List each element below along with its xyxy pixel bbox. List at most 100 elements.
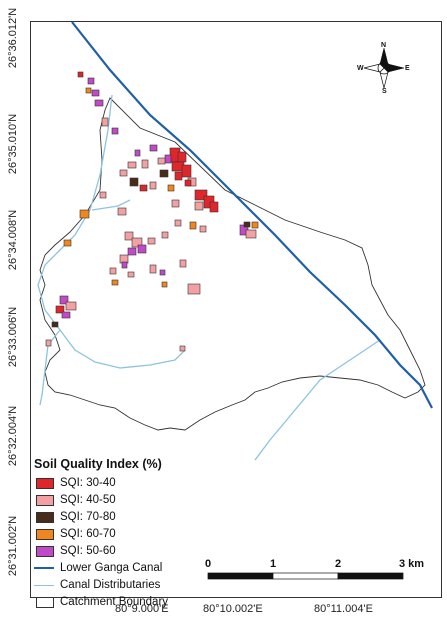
sqi-patch xyxy=(63,239,72,247)
sqi-patch xyxy=(111,279,119,286)
scale-label: 3 km xyxy=(399,558,425,570)
sqi-patch xyxy=(79,209,90,219)
sqi-patch xyxy=(124,231,134,241)
distributary-main xyxy=(37,94,186,369)
x-tick-label: 80°9.000'E xyxy=(115,603,169,615)
x-tick-label: 80°10.002'E xyxy=(203,603,263,615)
sqi-patch xyxy=(117,207,127,216)
y-tick-label: 26°36.012'N xyxy=(7,7,19,69)
legend-swatch xyxy=(36,596,54,608)
sqi-patch xyxy=(179,259,187,268)
scale-bar xyxy=(207,572,404,580)
y-tick-label: 26°32.004'N xyxy=(7,405,19,467)
sqi-patch xyxy=(51,321,59,328)
legend-item: Canal Distributaries xyxy=(34,579,160,591)
y-tick-label: 26°34.008'N xyxy=(7,209,19,271)
sqi-patch xyxy=(167,184,175,192)
sqi-patch xyxy=(181,164,192,178)
sqi-patch xyxy=(251,221,259,229)
lower-ganga-canal xyxy=(71,21,433,409)
sqi-patch xyxy=(184,179,192,187)
sqi-patch xyxy=(55,305,65,314)
x-tick-label: 80°11.004'E xyxy=(314,603,373,615)
y-tick-label: 26°31.002'N xyxy=(7,515,19,577)
sqi-patch xyxy=(245,229,257,239)
sqi-patch xyxy=(65,301,77,311)
sqi-patch xyxy=(174,171,183,181)
south-label: S xyxy=(382,88,387,95)
sqi-patch xyxy=(101,117,109,127)
sqi-patch xyxy=(243,221,251,228)
north-label: N xyxy=(381,42,387,49)
sqi-patch xyxy=(137,244,147,254)
sqi-patch xyxy=(134,149,141,157)
sqi-patch xyxy=(127,161,137,169)
canal-distributaries xyxy=(37,94,381,461)
sqi-patch xyxy=(111,127,119,135)
distributary-east xyxy=(254,339,381,461)
sqi-patch xyxy=(59,295,69,305)
west-label: W xyxy=(357,65,364,72)
legend-swatch xyxy=(36,494,54,506)
legend-swatch xyxy=(36,477,54,489)
legend-item: SQI: 30-40 xyxy=(36,477,116,489)
sqi-patch xyxy=(187,283,201,295)
distributary-spur xyxy=(91,199,131,211)
sqi-patch xyxy=(127,247,137,256)
legend-swatch xyxy=(36,545,54,557)
sqi-patch xyxy=(99,191,107,199)
sqi-patch xyxy=(157,157,166,165)
sqi-patch xyxy=(85,87,92,94)
sqi-patch xyxy=(119,169,128,177)
sqi-patch xyxy=(177,151,187,163)
scale-label: 2 xyxy=(335,558,342,570)
sqi-patch xyxy=(61,311,71,319)
legend-label: Catchment Boundary xyxy=(60,596,169,608)
sqi-patch xyxy=(94,99,104,107)
sqi-patch xyxy=(45,339,52,347)
sqi-patches xyxy=(45,71,259,352)
legend-label: Canal Distributaries xyxy=(60,579,161,591)
legend-label: SQI: 70-80 xyxy=(60,511,116,523)
sqi-patch xyxy=(109,267,117,275)
legend-label: SQI: 30-40 xyxy=(60,477,116,489)
sqi-patch xyxy=(179,345,186,352)
sqi-patch xyxy=(87,77,95,85)
sqi-patch xyxy=(189,221,197,230)
sqi-patch xyxy=(129,177,139,187)
legend-title: Soil Quality Index (%) xyxy=(34,457,162,471)
sqi-patch xyxy=(149,264,157,274)
legend-item: SQI: 60-70 xyxy=(36,528,116,540)
sqi-patch xyxy=(159,269,166,276)
sqi-patch xyxy=(161,281,168,288)
y-tick-label: 26°33.006'N xyxy=(7,306,19,368)
sqi-patch xyxy=(164,154,172,164)
sqi-patch xyxy=(171,199,180,208)
sqi-patch xyxy=(139,184,148,192)
legend-item: Lower Ganga Canal xyxy=(34,562,162,574)
sqi-patch xyxy=(209,201,219,213)
sqi-patch xyxy=(127,271,135,278)
legend-swatch xyxy=(36,528,54,540)
sqi-patch xyxy=(121,261,128,269)
sqi-patch xyxy=(159,169,169,178)
sqi-patch xyxy=(194,189,208,201)
distributary-west xyxy=(39,329,61,406)
sqi-patch xyxy=(194,201,204,211)
legend-item: SQI: 70-80 xyxy=(36,511,116,523)
north-arrow-icon xyxy=(363,47,405,89)
y-tick-label: 26°35.010'N xyxy=(7,113,19,175)
sqi-patch xyxy=(77,71,84,78)
sqi-patch xyxy=(149,181,157,190)
legend-line-swatch xyxy=(34,584,54,586)
legend-line-swatch xyxy=(34,567,54,569)
sqi-patch xyxy=(149,144,158,152)
sqi-patch xyxy=(131,237,143,248)
legend-label: SQI: 40-50 xyxy=(60,494,116,506)
sqi-patch xyxy=(147,237,156,245)
legend-label: SQI: 50-60 xyxy=(60,545,116,557)
legend-item: Catchment Boundary xyxy=(36,596,168,608)
sqi-patch xyxy=(174,219,182,227)
east-label: E xyxy=(405,65,410,72)
legend-item: SQI: 40-50 xyxy=(36,494,116,506)
